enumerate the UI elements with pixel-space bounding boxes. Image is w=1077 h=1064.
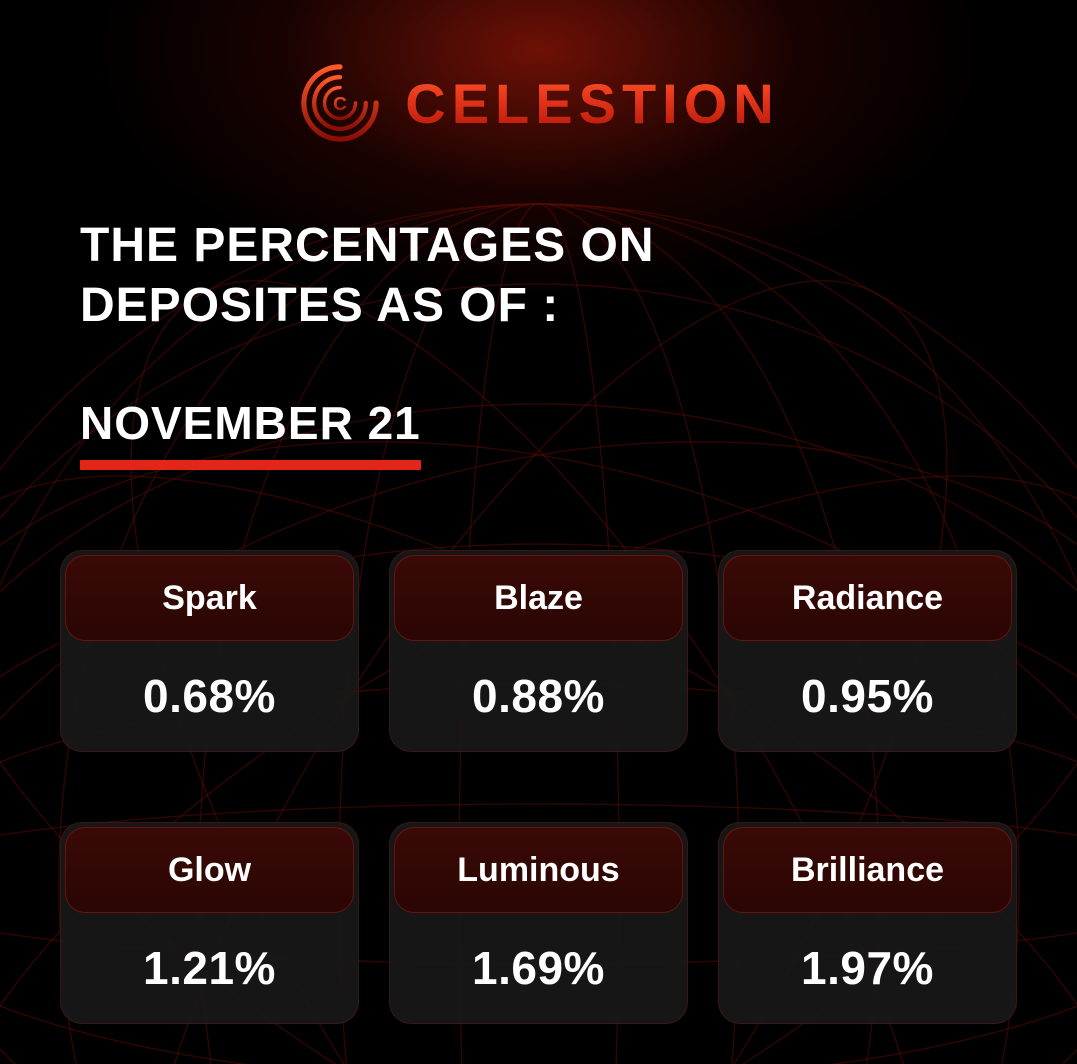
card-glow: Glow 1.21%: [60, 822, 359, 1024]
brand-name: CELESTION: [405, 71, 779, 136]
heading-date: NOVEMBER 21: [80, 396, 421, 450]
card-body: 0.68%: [61, 641, 358, 751]
heading-date-block: NOVEMBER 21: [80, 396, 421, 470]
page-root: C CELESTION THE PERCENTAGES ON DEPOSITES…: [0, 0, 1077, 1064]
brand-logo: C CELESTION: [60, 60, 1017, 146]
card-body: 1.21%: [61, 913, 358, 1023]
card-header: Brilliance: [723, 827, 1012, 913]
heading-text: THE PERCENTAGES ON DEPOSITES AS OF :: [80, 216, 720, 336]
card-value: 0.88%: [472, 669, 605, 723]
card-value: 0.95%: [801, 669, 934, 723]
card-value: 0.68%: [143, 669, 276, 723]
card-luminous: Luminous 1.69%: [389, 822, 688, 1024]
heading-underline: [80, 460, 421, 470]
card-title: Glow: [168, 851, 251, 890]
card-header: Radiance: [723, 555, 1012, 641]
card-title: Brilliance: [791, 851, 944, 890]
card-body: 0.88%: [390, 641, 687, 751]
card-body: 1.69%: [390, 913, 687, 1023]
cards-grid: Spark 0.68% Blaze 0.88% Radiance 0.95%: [60, 550, 1017, 1024]
card-header: Luminous: [394, 827, 683, 913]
card-body: 1.97%: [719, 913, 1016, 1023]
card-header: Blaze: [394, 555, 683, 641]
card-brilliance: Brilliance 1.97%: [718, 822, 1017, 1024]
svg-text:C: C: [333, 94, 347, 115]
card-value: 1.97%: [801, 941, 934, 995]
card-title: Luminous: [457, 851, 619, 890]
card-blaze: Blaze 0.88%: [389, 550, 688, 752]
card-title: Spark: [162, 579, 257, 618]
card-header: Spark: [65, 555, 354, 641]
card-spark: Spark 0.68%: [60, 550, 359, 752]
card-radiance: Radiance 0.95%: [718, 550, 1017, 752]
page-heading: THE PERCENTAGES ON DEPOSITES AS OF : NOV…: [80, 216, 997, 470]
card-title: Radiance: [792, 579, 943, 618]
brand-logo-icon: C: [297, 60, 383, 146]
card-title: Blaze: [494, 579, 583, 618]
card-value: 1.21%: [143, 941, 276, 995]
card-header: Glow: [65, 827, 354, 913]
card-body: 0.95%: [719, 641, 1016, 751]
card-value: 1.69%: [472, 941, 605, 995]
